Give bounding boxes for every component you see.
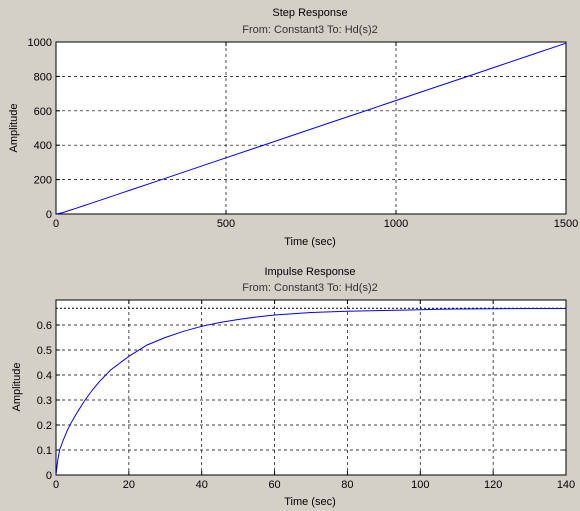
y-tick-label: 0.5 [37, 345, 52, 357]
y-tick-label: 600 [34, 106, 52, 118]
y-tick-label: 0 [46, 209, 52, 221]
step-ticks: 0 500 1000 1500 0 200 400 600 800 1000 [28, 37, 579, 230]
step-axes-box [55, 41, 567, 215]
x-tick-label: 20 [123, 479, 135, 491]
y-tick-label: 0.4 [37, 370, 52, 382]
y-tick-label: 0.6 [37, 320, 52, 332]
y-tick-label: 1000 [28, 37, 52, 49]
y-tick-label: 0 [46, 470, 52, 482]
x-tick-label: 60 [268, 479, 280, 491]
y-tick-label: 400 [34, 140, 52, 152]
step-title: Step Response [272, 7, 347, 19]
x-tick-label: 40 [196, 479, 208, 491]
impulse-response-plot: Impulse Response From: Constant3 To: Hd(… [11, 266, 575, 508]
y-tick-label: 0.1 [37, 445, 52, 457]
y-tick-label: 0.2 [37, 420, 52, 432]
impulse-grid [56, 300, 566, 475]
impulse-ticks: 0 20 40 60 80 100 120 140 0 0.1 0.2 0.3 0.4 0.5 0.6 [37, 300, 575, 491]
step-response-plot: Step Response From: Constant3 To: Hd(s)2… [8, 7, 578, 248]
impulse-response-line [55, 308, 566, 476]
step-grid [56, 42, 566, 214]
x-tick-label: 1000 [384, 218, 408, 230]
x-tick-label: 0 [53, 479, 59, 491]
impulse-axes-box [55, 299, 567, 476]
impulse-ylabel: Amplitude [11, 363, 23, 412]
x-tick-label: 80 [341, 479, 353, 491]
x-tick-label: 1500 [554, 218, 578, 230]
x-tick-label: 120 [484, 479, 502, 491]
x-tick-label: 0 [53, 218, 59, 230]
y-tick-label: 200 [34, 175, 52, 187]
y-tick-label: 0.3 [37, 395, 52, 407]
y-tick-label: 800 [34, 71, 52, 83]
impulse-xlabel: Time (sec) [284, 496, 336, 508]
impulse-subtitle: From: Constant3 To: Hd(s)2 [242, 282, 378, 294]
impulse-title: Impulse Response [264, 266, 355, 278]
x-tick-label: 140 [557, 479, 575, 491]
x-tick-label: 100 [411, 479, 429, 491]
step-xlabel: Time (sec) [284, 236, 336, 248]
step-ylabel: Amplitude [8, 104, 20, 153]
step-response-line [55, 42, 567, 215]
x-tick-label: 500 [217, 218, 235, 230]
step-subtitle: From: Constant3 To: Hd(s)2 [242, 24, 378, 36]
